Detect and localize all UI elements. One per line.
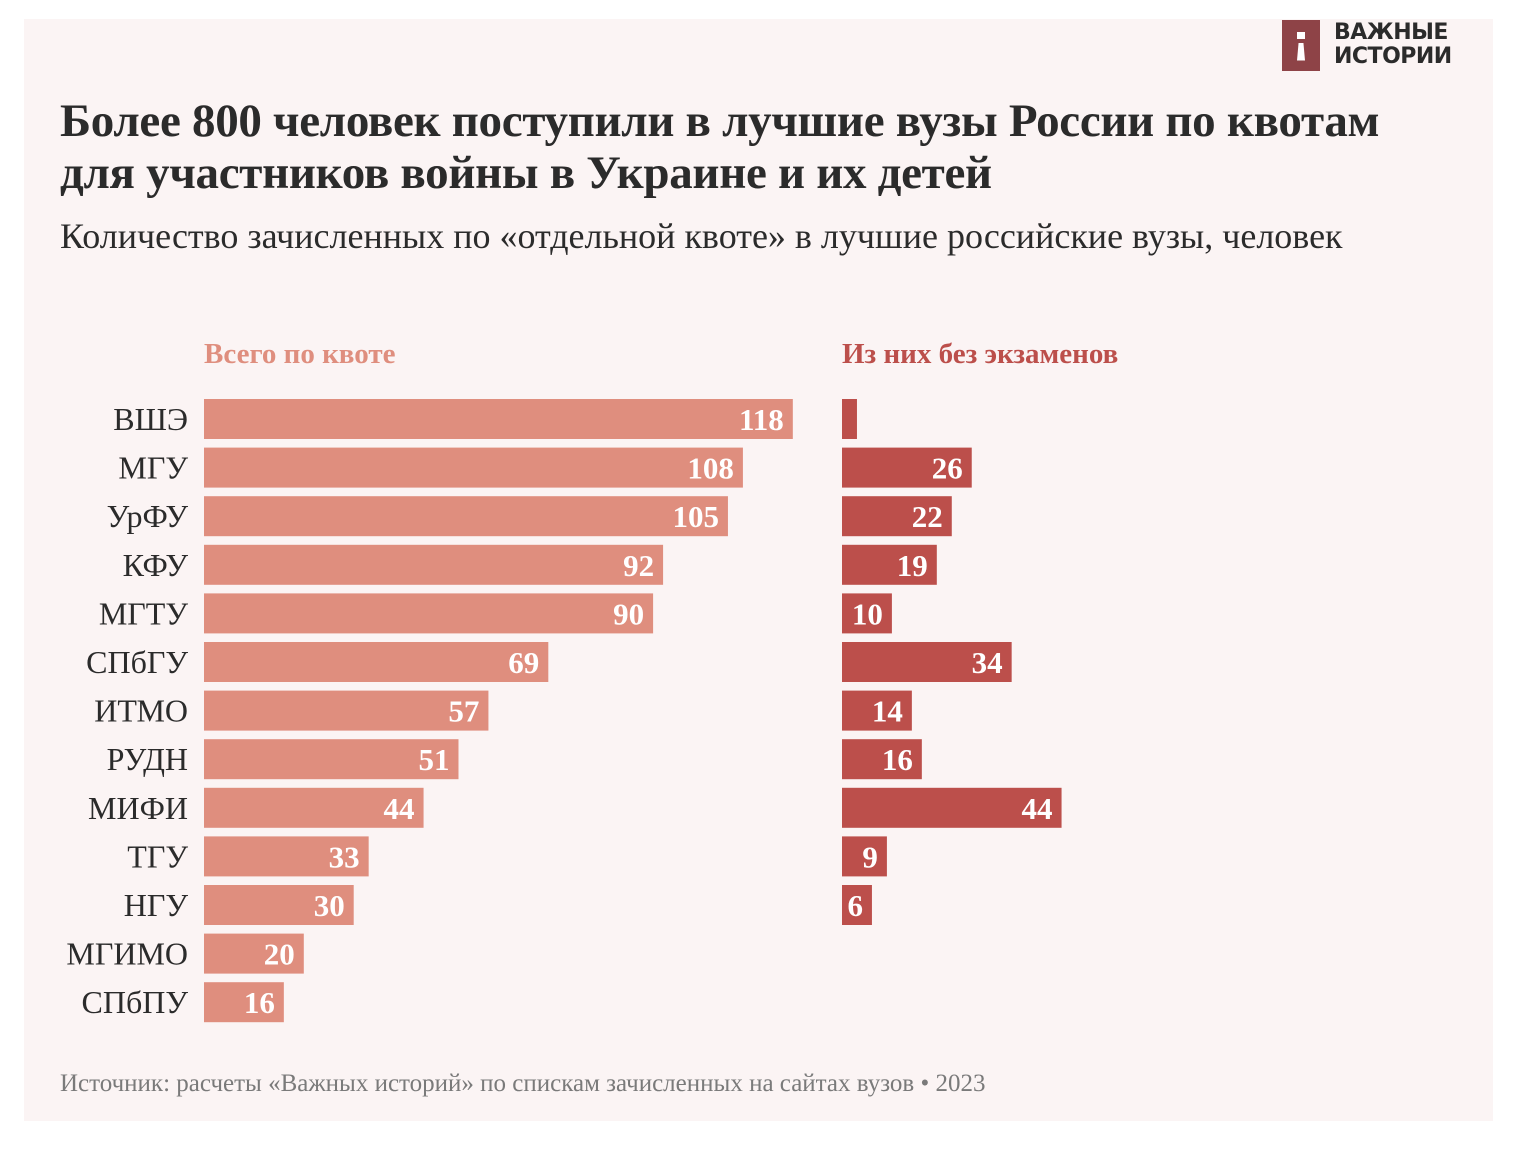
data-label: 44 xyxy=(384,791,415,826)
bar-no-exams xyxy=(842,399,857,439)
data-label: 10 xyxy=(852,596,883,631)
data-label: 34 xyxy=(972,645,1003,680)
bar-no-exams xyxy=(842,496,952,537)
category-label: МГУ xyxy=(118,450,188,486)
bar-total xyxy=(204,544,664,585)
data-label: 19 xyxy=(897,548,928,583)
data-label: 51 xyxy=(418,742,449,777)
chart-subtitle: Количество зачисленных по «отдельной кво… xyxy=(60,216,1343,256)
data-label: 14 xyxy=(872,694,903,729)
data-label: 118 xyxy=(739,402,784,437)
category-label: НГУ xyxy=(124,887,189,923)
bar-total xyxy=(204,933,304,974)
data-label: 30 xyxy=(314,888,345,923)
data-label: 6 xyxy=(847,888,863,923)
bar-total xyxy=(204,836,369,877)
bar-total xyxy=(204,739,459,780)
data-label: 20 xyxy=(264,937,295,972)
data-label: 16 xyxy=(882,742,913,777)
bar-no-exams xyxy=(842,739,922,780)
data-label: 108 xyxy=(687,451,734,486)
source-note: Источник: расчеты «Важных историй» по сп… xyxy=(60,1070,986,1097)
category-label: МГТУ xyxy=(99,595,189,631)
bar-no-exams xyxy=(842,836,887,877)
chart-title: Более 800 человек поступили в лучшие вуз… xyxy=(60,95,1380,199)
category-label: ТГУ xyxy=(127,838,188,874)
data-label: 105 xyxy=(672,499,719,534)
category-label: РУДН xyxy=(107,741,188,777)
bar-no-exams xyxy=(842,447,972,488)
bar-total xyxy=(204,690,489,731)
bar-total xyxy=(204,447,743,488)
bar-no-exams xyxy=(842,593,892,634)
category-label: МГИМО xyxy=(66,936,188,972)
category-label: ВШЭ xyxy=(113,401,188,437)
bar-no-exams xyxy=(842,642,1012,682)
data-label: 22 xyxy=(912,499,943,534)
bar-total xyxy=(204,982,284,1023)
data-label: 69 xyxy=(508,645,539,680)
brand-i-icon xyxy=(1282,19,1320,71)
category-label: МИФИ xyxy=(88,790,188,826)
brand-line-2: ИСТОРИИ xyxy=(1334,44,1452,69)
data-label: 92 xyxy=(623,548,654,583)
bar-total xyxy=(204,593,654,634)
category-label: СПбПУ xyxy=(82,984,189,1020)
series-header-total: Всего по квоте xyxy=(204,338,396,370)
series-header-no-exams: Из них без экзаменов xyxy=(842,338,1119,370)
bar-total xyxy=(204,885,354,925)
data-label: 16 xyxy=(244,985,275,1020)
bar-total xyxy=(204,399,793,439)
data-label: 57 xyxy=(448,694,479,729)
bar-total xyxy=(204,787,424,828)
brand-line-1: ВАЖНЫЕ xyxy=(1334,20,1448,45)
bar-no-exams xyxy=(842,544,937,585)
brand-name: ВАЖНЫЕ ИСТОРИИ xyxy=(1334,21,1452,69)
category-label: СПбГУ xyxy=(86,644,188,680)
category-label: ИТМО xyxy=(94,693,188,729)
data-label: 26 xyxy=(932,451,963,486)
bar-no-exams xyxy=(842,690,912,731)
bar-chart: ВШЭ 118 МГУ 108 26 УрФУ 105 22 КФУ 92 19 МГТУ 90 10 СП… xyxy=(66,399,1062,1023)
chart-card: ВАЖНЫЕ ИСТОРИИ Более 800 человек поступи… xyxy=(24,19,1493,1121)
bar-no-exams xyxy=(842,787,1062,828)
data-label: 9 xyxy=(862,839,878,874)
bar-total xyxy=(204,496,728,537)
data-label: 33 xyxy=(329,839,360,874)
bar-total xyxy=(204,642,549,682)
data-label: 44 xyxy=(1022,791,1053,826)
brand-logo: ВАЖНЫЕ ИСТОРИИ xyxy=(1282,19,1452,71)
data-label: 90 xyxy=(613,596,644,631)
category-label: КФУ xyxy=(123,547,189,583)
bar-no-exams xyxy=(842,885,872,925)
category-label: УрФУ xyxy=(107,498,189,534)
